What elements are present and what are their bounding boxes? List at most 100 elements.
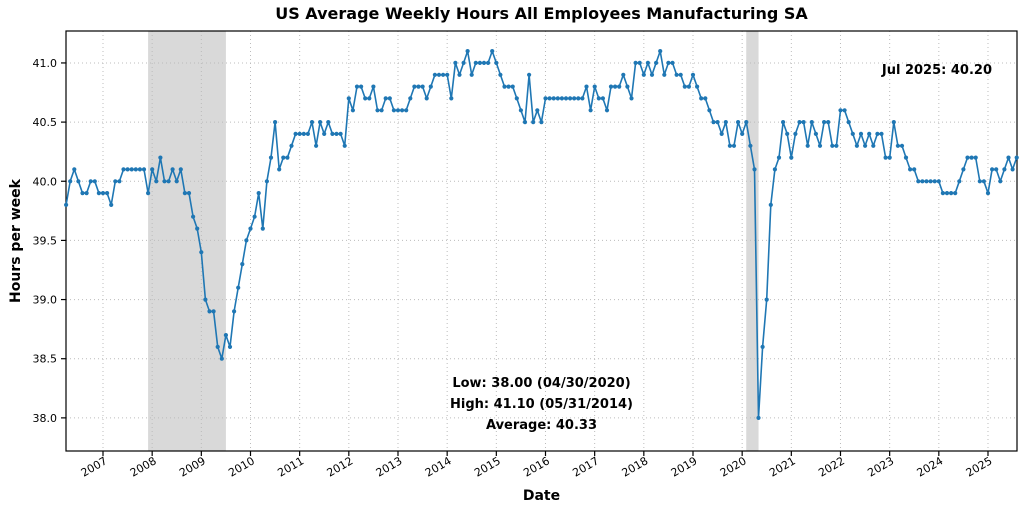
y-tick-label: 38.0 [33, 412, 58, 425]
data-point-marker [596, 96, 601, 101]
data-point-marker [543, 96, 548, 101]
data-point-marker [367, 96, 372, 101]
data-point-marker [449, 96, 454, 101]
data-point-marker [166, 179, 171, 184]
data-point-marker [953, 191, 958, 196]
data-point-marker [621, 72, 626, 77]
data-point-marker [76, 179, 81, 184]
data-point-marker [822, 120, 827, 125]
data-point-marker [690, 72, 696, 77]
data-point-marker [559, 96, 565, 101]
y-tick-label: 40.5 [33, 116, 58, 129]
x-tick-label: 2020 [718, 454, 749, 479]
data-point-marker [514, 96, 519, 101]
data-point-marker [72, 167, 77, 172]
data-point-marker [199, 250, 204, 255]
data-point-marker [338, 131, 343, 136]
stats-annotation: Low: 38.00 (04/30/2020) High: 41.10 (05/… [66, 373, 1017, 436]
data-point-marker [613, 84, 618, 89]
data-point-marker [682, 84, 687, 89]
data-point-marker [84, 191, 89, 196]
data-point-marker [252, 214, 257, 219]
x-tick-label: 2015 [472, 454, 503, 479]
data-point-marker [744, 120, 749, 125]
data-point-marker [80, 191, 85, 196]
x-tick-label: 2022 [816, 454, 847, 479]
data-point-marker [932, 179, 937, 184]
data-point-marker [1006, 155, 1011, 160]
data-point-marker [572, 96, 577, 101]
x-tick-label: 2010 [226, 454, 257, 479]
data-point-marker [256, 191, 261, 196]
data-point-marker [289, 143, 294, 148]
data-point-marker [711, 120, 716, 125]
data-point-marker [240, 262, 245, 267]
data-point-marker [871, 143, 876, 148]
data-point-marker [797, 120, 802, 125]
data-point-marker [174, 179, 179, 184]
data-point-marker [563, 96, 569, 101]
data-point-marker [113, 179, 118, 184]
data-point-marker [830, 143, 835, 148]
data-point-marker [461, 60, 466, 65]
data-point-marker [785, 131, 790, 136]
data-point-marker [404, 108, 409, 113]
data-point-marker [277, 167, 282, 172]
data-point-marker [141, 167, 147, 172]
data-point-marker [416, 84, 421, 89]
data-point-marker [719, 131, 724, 136]
data-point-marker [695, 84, 700, 89]
data-point-marker [805, 143, 810, 148]
data-point-marker [453, 60, 458, 65]
data-point-marker [699, 96, 704, 101]
data-point-marker [301, 131, 306, 136]
data-point-marker [928, 179, 933, 184]
data-point-marker [994, 167, 999, 172]
data-point-marker [973, 155, 978, 160]
data-point-marker [949, 191, 954, 196]
data-point-marker [408, 96, 413, 101]
data-point-marker [125, 167, 130, 172]
data-point-marker [658, 49, 663, 54]
data-point-marker [424, 96, 429, 101]
data-point-marker [518, 108, 524, 113]
data-point-marker [268, 155, 274, 160]
data-point-marker [998, 179, 1003, 184]
data-point-marker [637, 60, 642, 65]
data-point-marker [867, 131, 872, 136]
data-point-marker [330, 131, 335, 136]
data-point-marker [150, 167, 155, 172]
data-point-marker [486, 60, 491, 65]
y-tick-label: 40.0 [33, 175, 58, 188]
data-point-marker [838, 108, 843, 113]
data-point-marker [764, 297, 769, 302]
data-point-marker [617, 84, 622, 89]
data-point-marker [494, 60, 499, 65]
data-point-marker [527, 72, 532, 77]
data-point-marker [641, 72, 646, 77]
data-point-marker [477, 60, 482, 65]
y-tick-label: 41.0 [33, 57, 58, 70]
data-point-marker [568, 96, 573, 101]
data-point-marker [223, 333, 228, 338]
data-point-marker [162, 179, 167, 184]
x-tick-label: 2014 [423, 454, 454, 479]
data-point-marker [481, 60, 487, 65]
data-point-marker [863, 143, 868, 148]
data-point-marker [670, 60, 675, 65]
data-point-marker [842, 108, 847, 113]
data-point-marker [981, 179, 987, 184]
data-point-marker [576, 96, 581, 101]
data-point-marker [748, 143, 753, 148]
data-point-marker [903, 155, 909, 160]
x-tick-label: 2012 [325, 454, 356, 479]
data-point-marker [473, 60, 478, 65]
data-point-marker [273, 120, 278, 125]
data-point-marker [662, 72, 667, 77]
data-point-marker [420, 84, 425, 89]
data-point-marker [908, 167, 913, 172]
data-point-marker [441, 72, 446, 77]
data-point-marker [96, 191, 101, 196]
data-point-marker [510, 84, 515, 89]
data-point-marker [363, 96, 368, 101]
